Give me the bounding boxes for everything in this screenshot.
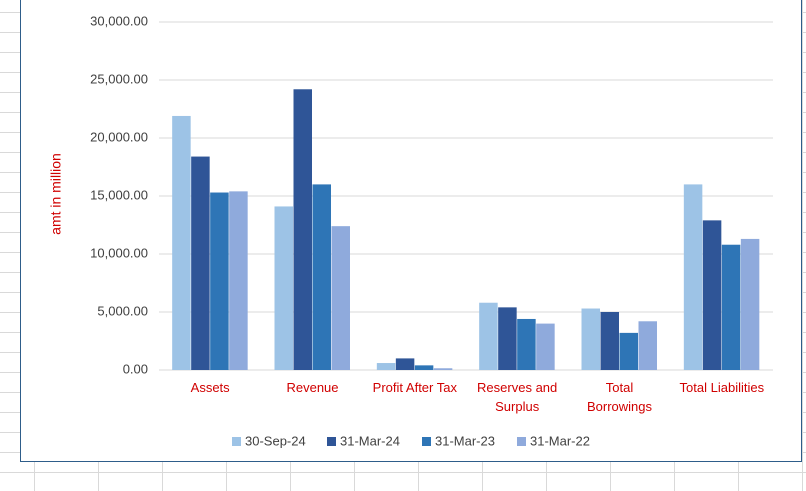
x-category-label: Profit After Tax [373,380,458,395]
bar[interactable] [414,365,434,370]
bar[interactable] [433,368,453,370]
bar[interactable] [293,89,313,370]
bar[interactable] [312,184,332,370]
x-category-label: Revenue [286,380,338,395]
legend-label: 31-Mar-23 [435,433,495,448]
legend-label: 31-Mar-22 [530,433,590,448]
legend-label: 31-Mar-24 [340,433,400,448]
legend-swatch [517,437,526,446]
y-tick-label: 0.00 [123,361,148,376]
bar[interactable] [600,312,620,370]
x-category-label: Total Liabilities [680,380,765,395]
y-axis-title: amt in million [48,153,64,235]
legend-label: 30-Sep-24 [245,433,306,448]
legend-swatch [232,437,241,446]
bar[interactable] [517,318,536,370]
bar[interactable] [210,192,229,370]
bar[interactable] [274,206,294,370]
bar[interactable] [229,191,248,370]
legend-swatch [422,437,431,446]
y-tick-label: 25,000.00 [90,71,148,86]
x-axis-categories: Assets Revenue Profit After Tax Reserves an… [191,380,765,414]
y-tick-label: 20,000.00 [90,129,148,144]
x-category-label: Reserves and Surplus [477,380,557,414]
bar[interactable] [721,244,741,370]
bar[interactable] [191,156,210,370]
y-axis-ticks: 0.00 5,000.00 10,000.00 15,000.00 20,000.00 2… [90,13,148,376]
bar-chart: 0.00 5,000.00 10,000.00 15,000.00 20,000.00 2… [48,13,773,448]
legend-swatch [327,437,336,446]
gridlines [159,21,773,371]
bar[interactable] [619,332,639,370]
bar[interactable] [638,321,658,370]
y-tick-label: 10,000.00 [90,245,148,260]
bar[interactable] [172,115,191,371]
y-tick-label: 5,000.00 [97,303,148,318]
bar[interactable] [536,323,555,370]
x-category-label: Assets [191,380,231,395]
bar[interactable] [376,363,396,370]
y-tick-label: 15,000.00 [90,187,148,202]
chart-area[interactable]: 0.00 5,000.00 10,000.00 15,000.00 20,000.00 2… [20,0,802,462]
bar[interactable] [479,302,498,370]
bar[interactable] [683,184,703,370]
bar[interactable] [498,307,517,370]
bar[interactable] [581,308,601,370]
bar[interactable] [331,226,351,370]
x-category-label: Total Borrowings [587,380,653,414]
bar[interactable] [702,220,722,370]
legend: 30-Sep-24 31-Mar-24 31-Mar-23 31-Mar-22 [232,433,590,448]
bar[interactable] [740,238,760,370]
bars [172,89,760,371]
bar[interactable] [395,358,415,370]
y-tick-label: 30,000.00 [90,13,148,28]
